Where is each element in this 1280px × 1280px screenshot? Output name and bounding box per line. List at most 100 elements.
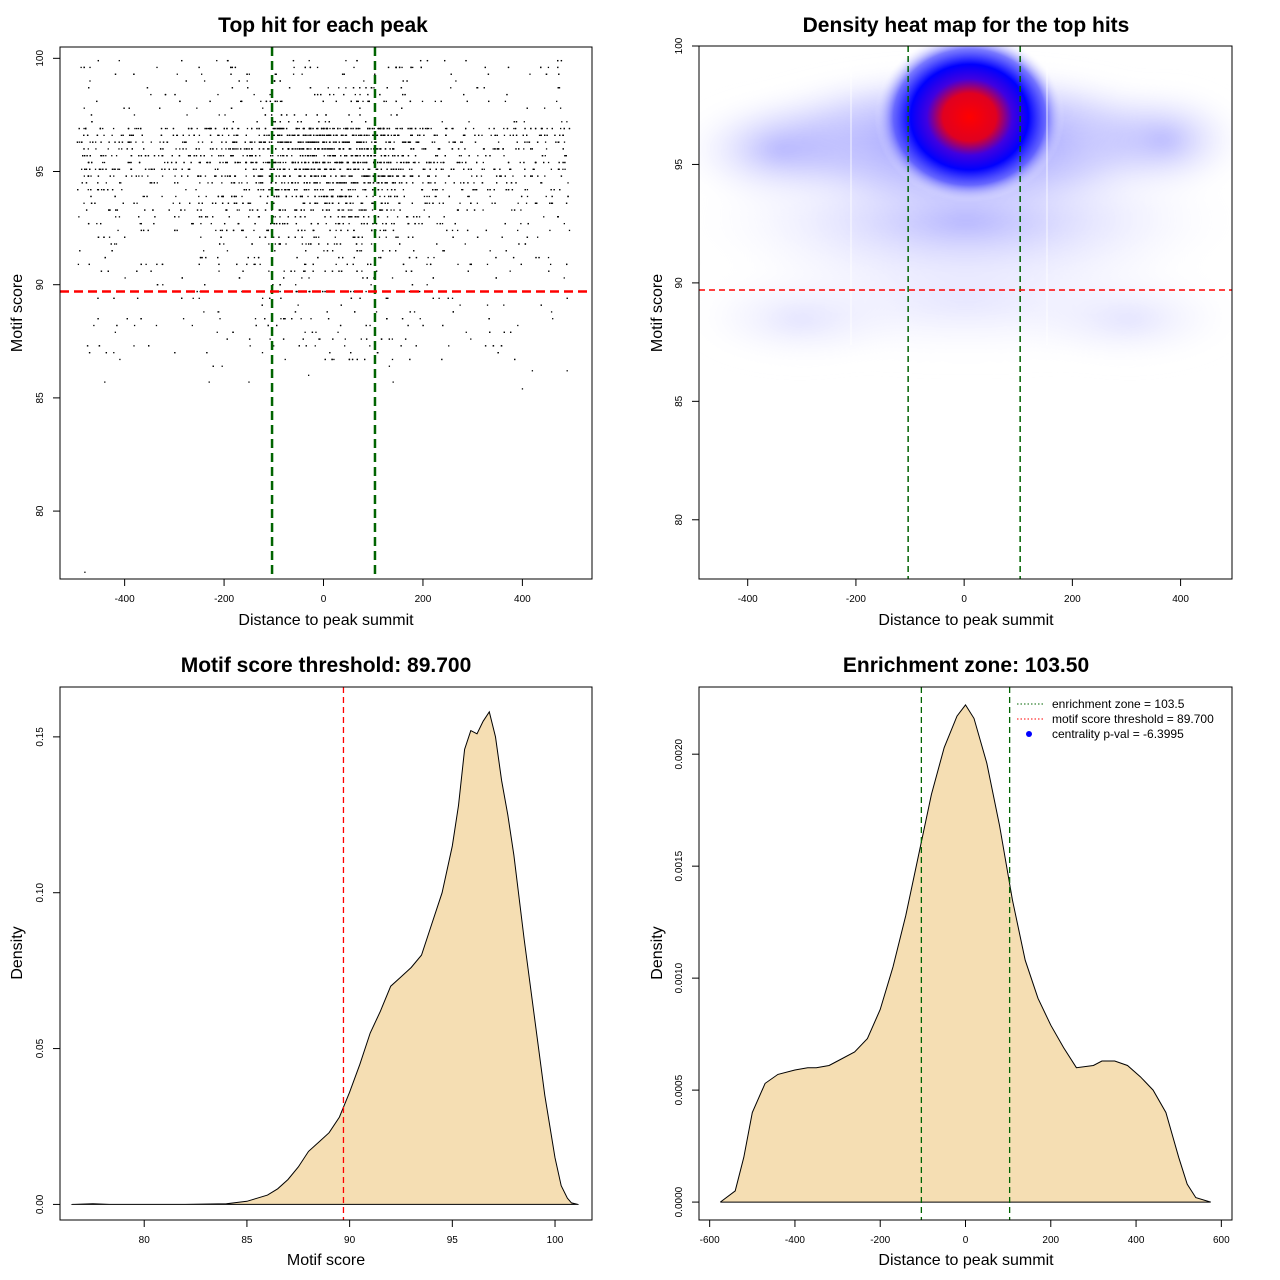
- data-point: [356, 358, 358, 361]
- data-point: [503, 331, 505, 333]
- data-point: [334, 161, 336, 164]
- data-point: [507, 161, 510, 164]
- data-point: [367, 93, 369, 96]
- data-point: [318, 161, 321, 164]
- data-point: [503, 134, 506, 136]
- data-point: [487, 73, 490, 75]
- data-point: [397, 155, 399, 157]
- data-point: [355, 243, 358, 245]
- data-point: [209, 100, 211, 103]
- data-point: [503, 127, 505, 130]
- data-point: [125, 175, 127, 177]
- data-point: [282, 338, 285, 340]
- data-point: [413, 250, 415, 252]
- data-point: [394, 195, 396, 198]
- data-point: [215, 148, 218, 150]
- data-point: [518, 243, 520, 245]
- data-point: [346, 161, 348, 164]
- data-point: [279, 127, 281, 130]
- data-point: [468, 195, 470, 198]
- data-point: [162, 284, 164, 286]
- reference-lines: [60, 47, 592, 579]
- data-point: [392, 155, 394, 157]
- data-point: [285, 161, 287, 164]
- data-point: [149, 182, 151, 184]
- data-point: [385, 141, 387, 143]
- data-point: [329, 127, 331, 130]
- data-point: [267, 161, 269, 164]
- data-point: [273, 161, 275, 164]
- data-point: [309, 155, 312, 157]
- data-point: [210, 222, 212, 225]
- data-point: [159, 107, 161, 109]
- data-point: [255, 168, 257, 170]
- data-point: [336, 134, 338, 136]
- data-point: [282, 175, 285, 177]
- data-point: [381, 209, 384, 211]
- data-point: [298, 345, 300, 347]
- density-surface: [699, 46, 1232, 579]
- data-point: [324, 175, 326, 177]
- data-point: [159, 141, 161, 143]
- data-point: [381, 189, 383, 191]
- data-point: [509, 168, 511, 170]
- data-point: [472, 189, 474, 191]
- data-point: [274, 121, 276, 123]
- data-point: [530, 127, 532, 130]
- data-point: [354, 161, 356, 164]
- data-point: [442, 168, 444, 170]
- data-point: [485, 155, 487, 157]
- data-point: [281, 127, 283, 130]
- data-point: [304, 168, 306, 170]
- data-point: [372, 222, 374, 225]
- data-point: [460, 155, 462, 157]
- data-point: [345, 134, 348, 136]
- data-point: [546, 127, 548, 130]
- x-tick-label: 0: [321, 594, 327, 605]
- data-point: [427, 127, 430, 130]
- data-point: [198, 263, 200, 266]
- data-point: [298, 175, 300, 177]
- data-point: [89, 66, 91, 69]
- data-point: [301, 229, 303, 232]
- data-point: [84, 168, 86, 170]
- data-point: [488, 318, 490, 320]
- data-point: [290, 270, 292, 272]
- data-point: [345, 87, 347, 89]
- data-point: [314, 182, 316, 184]
- data-point: [88, 352, 91, 354]
- data-point: [308, 127, 311, 130]
- data-point: [377, 148, 379, 150]
- data-point: [97, 189, 100, 191]
- data-point: [494, 168, 496, 170]
- data-point: [268, 134, 270, 136]
- data-point: [357, 127, 360, 130]
- data-point: [82, 155, 84, 157]
- data-point: [386, 168, 388, 170]
- data-point: [465, 127, 467, 130]
- data-point: [543, 161, 545, 164]
- data-point: [150, 182, 153, 184]
- data-point: [117, 168, 119, 170]
- data-point: [197, 175, 200, 177]
- data-point: [365, 209, 367, 211]
- x-tick-label: 600: [1213, 1235, 1230, 1246]
- data-point: [141, 134, 143, 136]
- data-point: [402, 155, 404, 157]
- data-point: [192, 297, 194, 299]
- data-point: [356, 59, 358, 62]
- data-point: [426, 263, 428, 266]
- data-point: [198, 297, 200, 299]
- data-point: [348, 222, 350, 225]
- data-point: [383, 161, 385, 164]
- data-point: [428, 161, 430, 164]
- data-point: [153, 182, 156, 184]
- x-tick-label: -400: [785, 1235, 805, 1246]
- legend-entry: centrality p-val = -6.3995: [1052, 727, 1184, 741]
- data-point: [361, 270, 363, 272]
- data-point: [296, 148, 298, 150]
- data-point: [349, 290, 352, 293]
- data-point: [170, 161, 173, 164]
- data-point: [509, 270, 511, 272]
- data-point: [256, 127, 258, 130]
